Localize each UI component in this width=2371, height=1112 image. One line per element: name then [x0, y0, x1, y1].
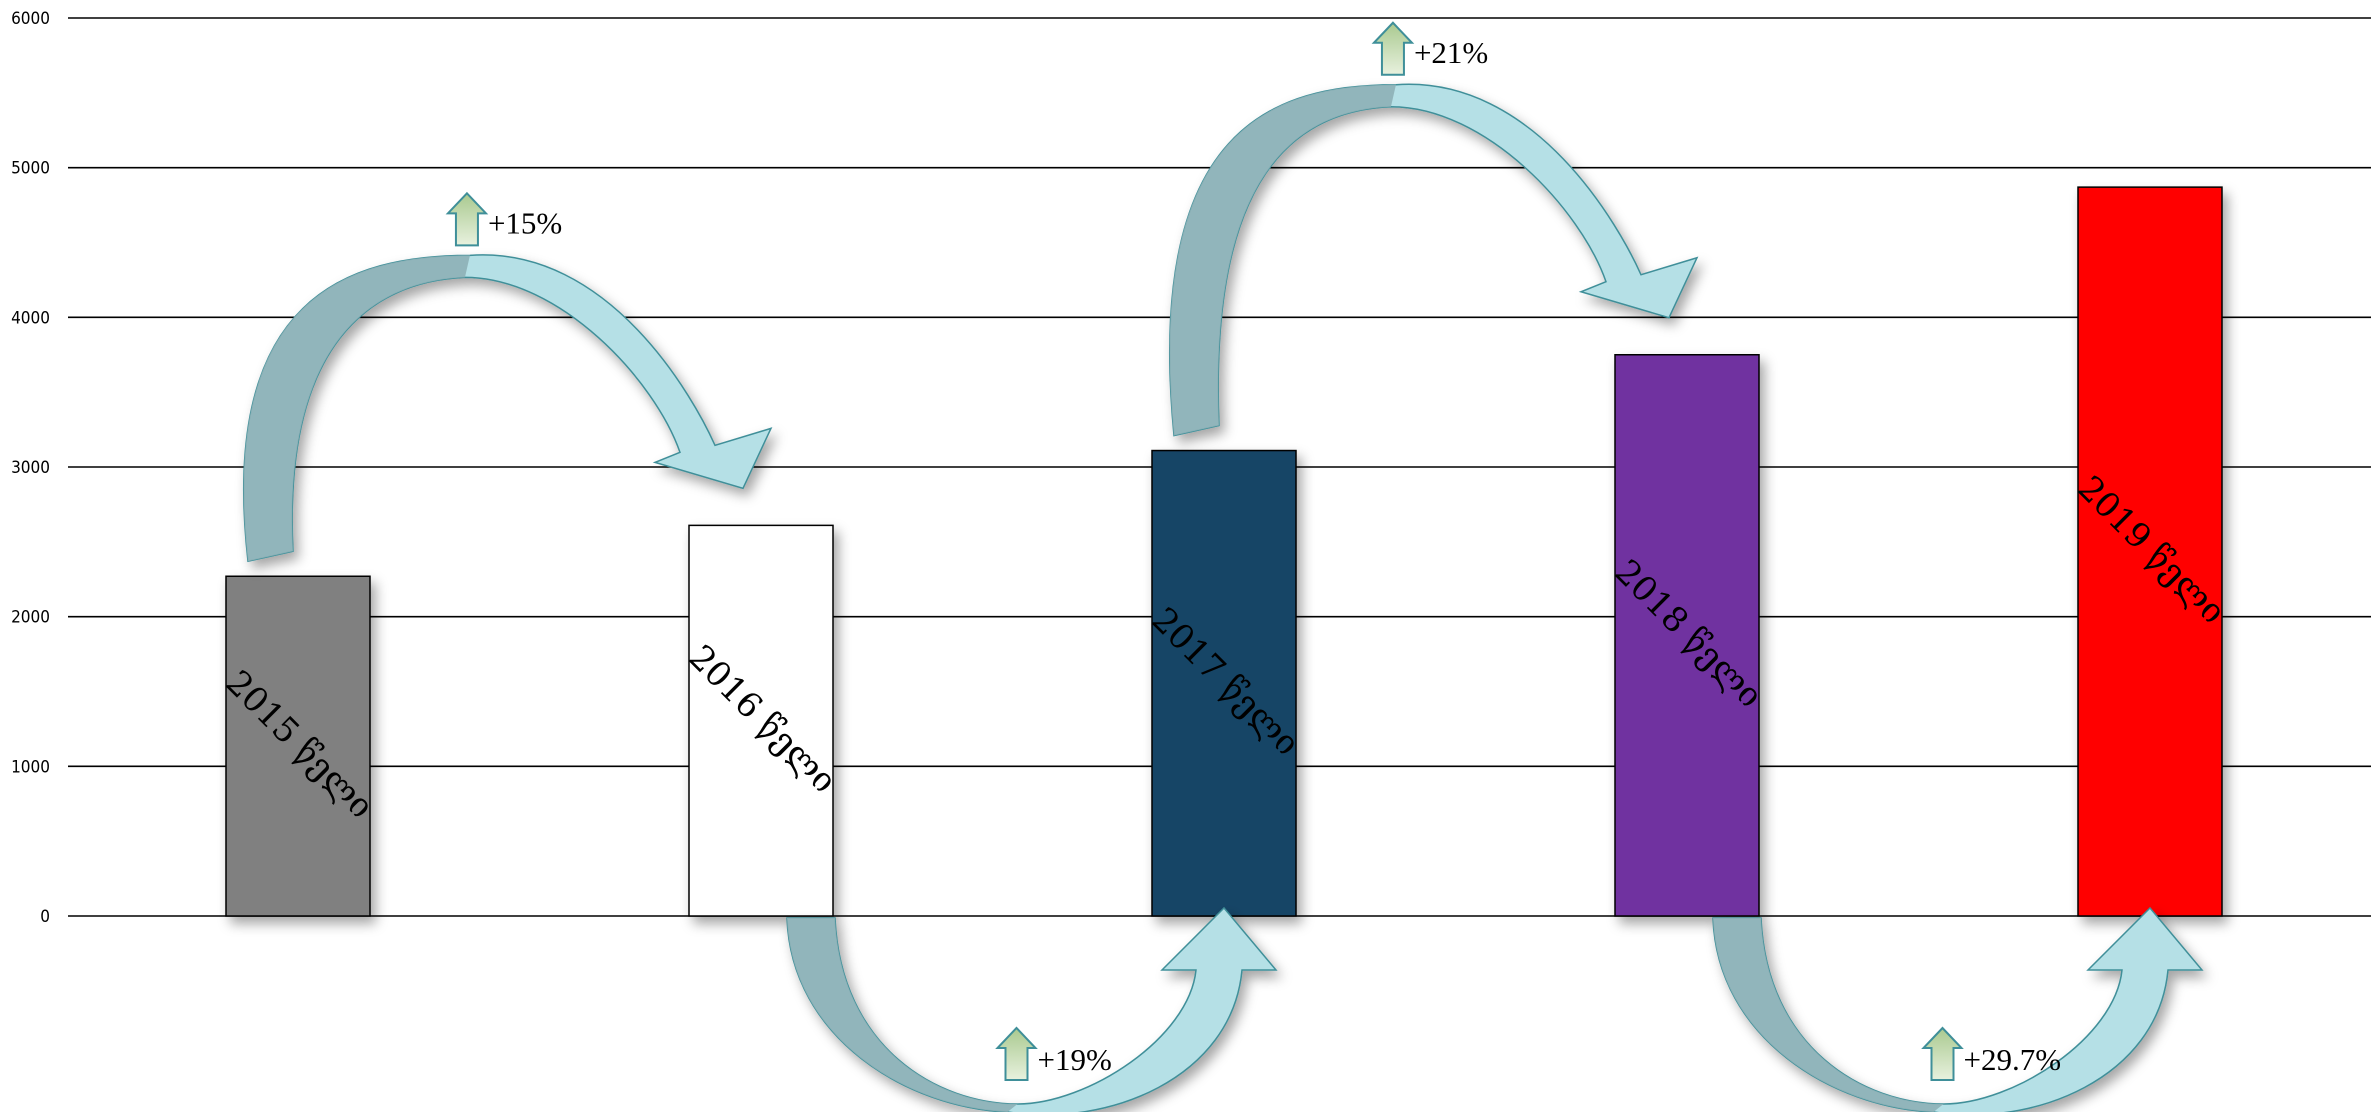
curved-arrow-shade [1169, 84, 1396, 436]
curved-arrow-shade [243, 255, 470, 562]
growth-annotation [242, 254, 773, 563]
bars [225, 186, 2223, 917]
growth-label: +29.7% [1964, 1042, 2062, 1077]
bar [1614, 354, 1760, 917]
bar [225, 575, 371, 917]
growth-annotation [1712, 906, 2204, 1112]
growth-annotation [1169, 83, 1699, 437]
up-arrow-icon [1371, 21, 1415, 76]
growth-label-group: +21% [1371, 21, 1488, 76]
up-arrow-icon [995, 1026, 1038, 1081]
growth-label: +21% [1414, 35, 1488, 70]
y-tick-label: 2000 [11, 608, 50, 628]
y-tick-label: 1000 [11, 757, 50, 777]
y-tick-label: 6000 [11, 9, 50, 29]
growth-annotation [786, 906, 1278, 1112]
y-tick-label: 3000 [11, 458, 50, 478]
curved-arrow-shade [1713, 918, 1944, 1112]
growth-label: +19% [1038, 1042, 1112, 1077]
growth-label-group: +15% [445, 191, 562, 247]
y-tick-label: 5000 [11, 159, 50, 179]
y-axis-ticks: 0 1000 2000 3000 4000 5000 6000 [11, 9, 50, 927]
growth-label-group: +19% [995, 1026, 1112, 1081]
bar [2077, 186, 2223, 917]
growth-arrows: +15% +19% +21% +29.7% [242, 21, 2204, 1112]
growth-label-group: +29.7% [1921, 1026, 2062, 1081]
bar [1151, 449, 1297, 917]
y-tick-label: 4000 [11, 308, 50, 328]
up-arrow-icon [1921, 1026, 1964, 1081]
growth-label: +15% [488, 205, 562, 240]
bar [688, 524, 834, 917]
up-arrow-icon [445, 191, 489, 247]
curved-arrow-shade [787, 918, 1018, 1112]
y-tick-label: 0 [40, 907, 50, 927]
curved-arrow [1712, 906, 2204, 1112]
curved-arrow [786, 906, 1278, 1112]
